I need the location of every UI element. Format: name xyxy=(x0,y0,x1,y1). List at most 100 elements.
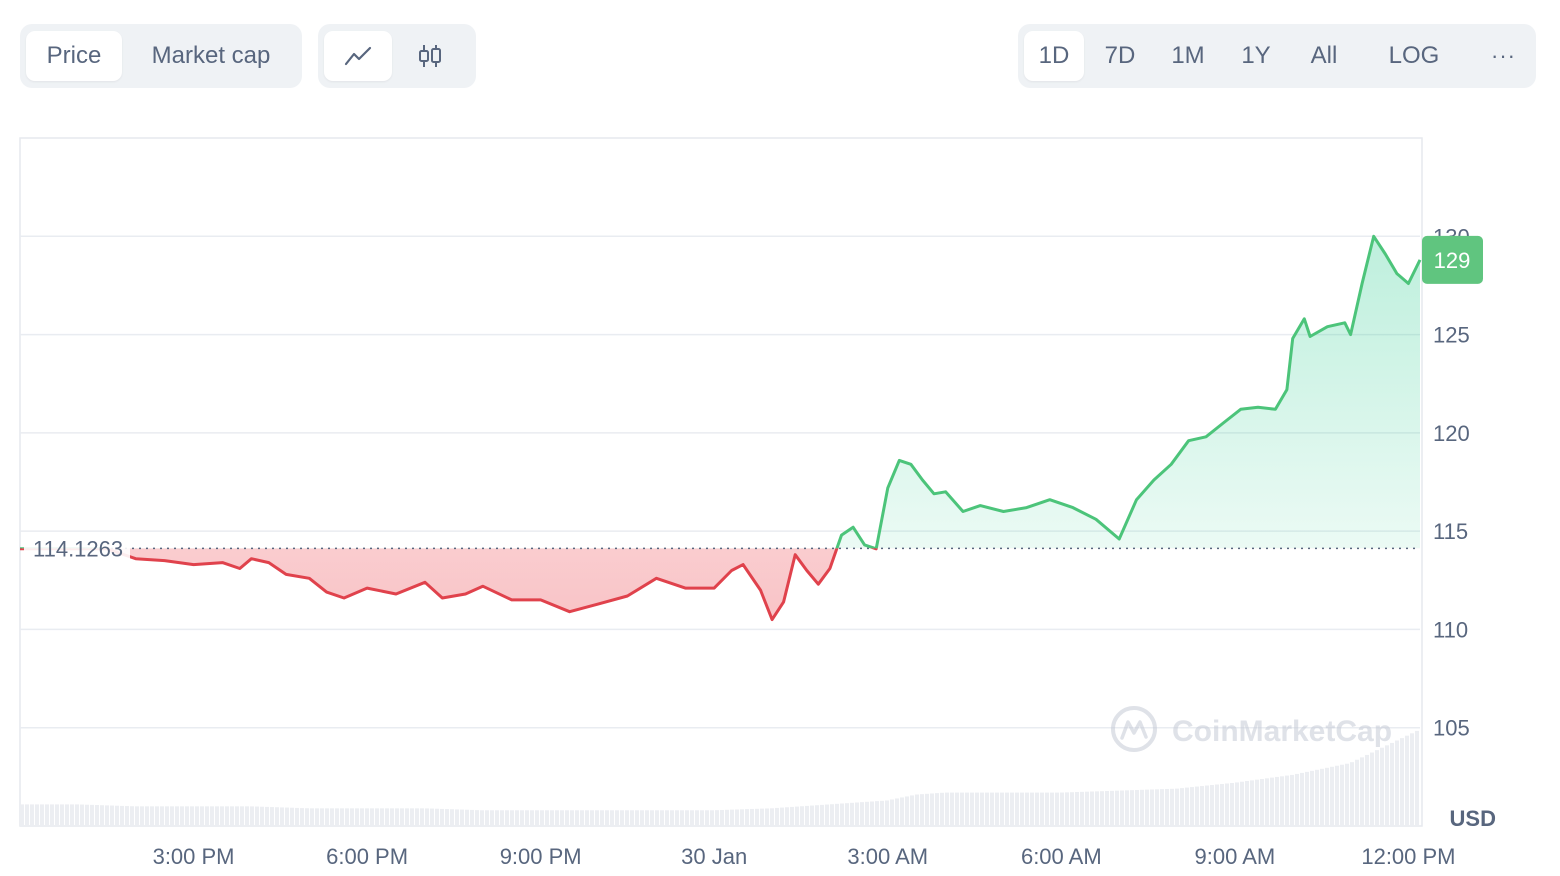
volume-bar xyxy=(675,810,679,826)
volume-bar xyxy=(260,806,264,826)
volume-bar xyxy=(165,806,169,826)
volume-bar xyxy=(725,809,729,826)
volume-bar xyxy=(1085,791,1089,826)
volume-bar xyxy=(160,806,164,826)
volume-bar xyxy=(1365,754,1369,826)
currency-label: USD xyxy=(1450,806,1496,831)
volume-bar xyxy=(290,807,294,826)
volume-bar xyxy=(1185,787,1189,826)
volume-bar xyxy=(205,806,209,826)
volume-bar xyxy=(1275,776,1279,826)
volume-bar xyxy=(1380,747,1384,826)
volume-bar xyxy=(1190,787,1194,826)
volume-bar xyxy=(1355,759,1359,826)
more-options-button[interactable]: ··· xyxy=(1491,43,1516,68)
volume-bar xyxy=(85,804,89,826)
range-1d[interactable]: 1D xyxy=(1024,31,1084,81)
volume-bar xyxy=(70,804,74,826)
y-tick-label: 105 xyxy=(1433,716,1470,741)
volume-bar xyxy=(885,800,889,826)
volume-bar xyxy=(1180,788,1184,826)
volume-bar xyxy=(445,809,449,826)
volume-bar xyxy=(420,808,424,826)
volume-bar xyxy=(1410,733,1414,826)
volume-bar xyxy=(115,805,119,826)
volume-bar xyxy=(485,810,489,826)
volume-bar xyxy=(95,805,99,826)
range-1y[interactable]: 1Y xyxy=(1241,42,1271,69)
volume-bar xyxy=(1125,790,1129,826)
volume-bar xyxy=(690,810,694,826)
volume-bar xyxy=(1385,745,1389,826)
volume-bar xyxy=(180,806,184,826)
x-tick-label: 3:00 AM xyxy=(847,844,928,869)
volume-bar xyxy=(220,806,224,826)
volume-bar xyxy=(900,797,904,826)
volume-bar xyxy=(50,804,54,826)
volume-bar xyxy=(860,802,864,826)
volume-bar xyxy=(340,808,344,826)
volume-bar xyxy=(950,792,954,826)
y-tick-label: 120 xyxy=(1433,421,1470,446)
volume-bar xyxy=(1095,791,1099,826)
volume-bar xyxy=(760,808,764,826)
volume-bar xyxy=(55,804,59,826)
volume-bar xyxy=(930,793,934,826)
tab-market-cap[interactable]: Market cap xyxy=(151,42,271,69)
volume-bar xyxy=(310,808,314,826)
volume-bar xyxy=(1045,792,1049,826)
volume-bar xyxy=(450,809,454,826)
volume-bar xyxy=(785,807,789,826)
reference-price-value: 114.1263 xyxy=(33,536,123,561)
volume-bar xyxy=(400,808,404,826)
x-tick-label: 9:00 AM xyxy=(1195,844,1276,869)
volume-bar xyxy=(525,810,529,826)
volume-bar xyxy=(35,804,39,826)
volume-bar xyxy=(200,806,204,826)
volume-bar xyxy=(390,808,394,826)
volume-bar xyxy=(465,809,469,826)
volume-bar xyxy=(595,810,599,826)
range-1m[interactable]: 1M xyxy=(1171,42,1205,69)
range-all[interactable]: All xyxy=(1310,42,1338,69)
volume-bar xyxy=(1260,778,1264,826)
volume-bar xyxy=(550,810,554,826)
volume-bar xyxy=(1160,789,1164,826)
area-below-reference xyxy=(20,548,877,620)
volume-bar xyxy=(1370,752,1374,826)
volume-bar xyxy=(615,810,619,826)
volume-bar xyxy=(1080,791,1084,826)
volume-bar xyxy=(185,806,189,826)
volume-bar xyxy=(1250,780,1254,826)
volume-bar xyxy=(1175,788,1179,826)
volume-bar xyxy=(555,810,559,826)
volume-bar xyxy=(980,792,984,826)
volume-bar xyxy=(965,792,969,826)
volume-bar xyxy=(765,808,769,826)
volume-bar xyxy=(1245,781,1249,826)
candlestick-button[interactable] xyxy=(396,31,464,81)
x-tick-label: 9:00 PM xyxy=(500,844,582,869)
volume-bar xyxy=(815,805,819,826)
volume-bar xyxy=(1015,792,1019,826)
volume-bar xyxy=(455,809,459,826)
volume-bar xyxy=(530,810,534,826)
volume-bar xyxy=(920,794,924,826)
volume-bar xyxy=(1375,750,1379,826)
volume-bar xyxy=(1310,770,1314,826)
volume-bar xyxy=(190,806,194,826)
volume-bar xyxy=(1215,784,1219,826)
tab-price[interactable]: Price xyxy=(26,31,122,81)
volume-bar xyxy=(695,810,699,826)
volume-bar xyxy=(935,793,939,826)
volume-bar xyxy=(120,805,124,826)
volume-bar xyxy=(375,808,379,826)
volume-bar xyxy=(825,804,829,826)
volume-bar xyxy=(250,806,254,826)
range-7d[interactable]: 7D xyxy=(1104,42,1136,69)
line-chart-button[interactable] xyxy=(324,31,392,81)
volume-bar xyxy=(330,808,334,826)
volume-bar xyxy=(25,804,29,826)
log-scale-toggle[interactable]: LOG xyxy=(1388,42,1440,69)
x-tick-label: 12:00 PM xyxy=(1361,844,1455,869)
